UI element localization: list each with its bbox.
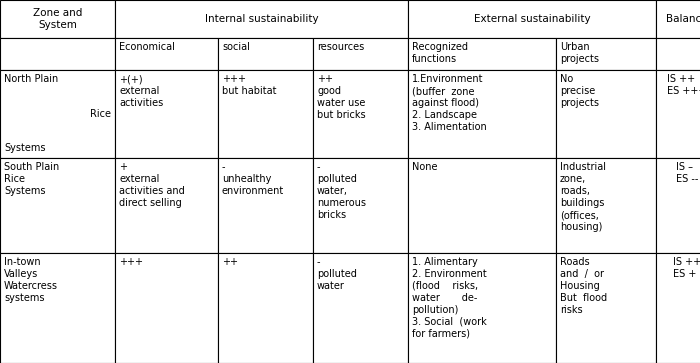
Text: In-town
Valleys
Watercress
systems: In-town Valleys Watercress systems [4,257,58,303]
Text: IS ++
ES +: IS ++ ES + [673,257,700,279]
Bar [218,253,313,363]
Bar [115,70,218,158]
Bar [0,38,115,70]
Bar [313,38,408,70]
Bar [408,158,556,253]
Text: Internal sustainability: Internal sustainability [204,14,318,24]
Text: +(+)
external
activities: +(+) external activities [119,74,163,108]
Text: -
polluted
water: - polluted water [317,257,357,291]
Bar [556,158,656,253]
Text: -
unhealthy
environment: - unhealthy environment [222,162,284,196]
Bar [0,253,115,363]
Text: No
precise
projects: No precise projects [560,74,599,108]
Text: Rice: Rice [90,109,111,119]
Bar [0,70,115,158]
Bar [313,158,408,253]
Bar [556,70,656,158]
Text: ++: ++ [222,257,238,267]
Text: Urban
projects: Urban projects [560,42,599,64]
Text: Economical: Economical [119,42,175,52]
Text: 1. Alimentary
2. Environment
(flood    risks,
water       de-
pollution)
3. Soci: 1. Alimentary 2. Environment (flood risk… [412,257,486,339]
Bar [656,158,700,253]
Text: +++: +++ [119,257,143,267]
Bar [656,38,700,70]
Bar [218,38,313,70]
Bar [115,158,218,253]
Text: -
polluted
water,
numerous
bricks: - polluted water, numerous bricks [317,162,366,220]
Text: IS –
ES --: IS – ES -- [676,162,698,184]
Text: IS ++
ES +++: IS ++ ES +++ [667,74,700,96]
Text: social: social [222,42,250,52]
Bar [218,70,313,158]
Bar [408,38,556,70]
Text: Balance: Balance [666,14,700,24]
Bar [313,253,408,363]
Text: Systems: Systems [4,143,46,153]
Bar [556,38,656,70]
Text: resources: resources [317,42,364,52]
Bar [656,253,700,363]
Bar [0,158,115,253]
Text: Industrial
zone,
roads,
buildings
(offices,
housing): Industrial zone, roads, buildings (offic… [560,162,606,232]
Text: 1.Environment
(buffer  zone
against flood)
2. Landscape
3. Alimentation: 1.Environment (buffer zone against flood… [412,74,486,132]
Text: ++
good
water use
but bricks: ++ good water use but bricks [317,74,365,120]
Text: Roads
and  /  or
Housing
But  flood
risks: Roads and / or Housing But flood risks [560,257,607,315]
Text: South Plain
Rice
Systems: South Plain Rice Systems [4,162,60,196]
Bar [115,253,218,363]
Bar [408,253,556,363]
Bar [408,0,656,38]
Text: North Plain: North Plain [4,74,58,84]
Bar [408,70,556,158]
Text: Zone and
System: Zone and System [33,8,82,30]
Bar [115,38,218,70]
Text: +++
but habitat: +++ but habitat [222,74,276,96]
Bar [656,70,700,158]
Text: None: None [412,162,438,172]
Bar [556,253,656,363]
Bar [218,158,313,253]
Bar [313,70,408,158]
Text: Recognized
functions: Recognized functions [412,42,468,64]
Bar [656,0,700,38]
Bar [0,0,115,38]
Bar [115,0,408,38]
Text: External sustainability: External sustainability [474,14,590,24]
Text: +
external
activities and
direct selling: + external activities and direct selling [119,162,185,208]
